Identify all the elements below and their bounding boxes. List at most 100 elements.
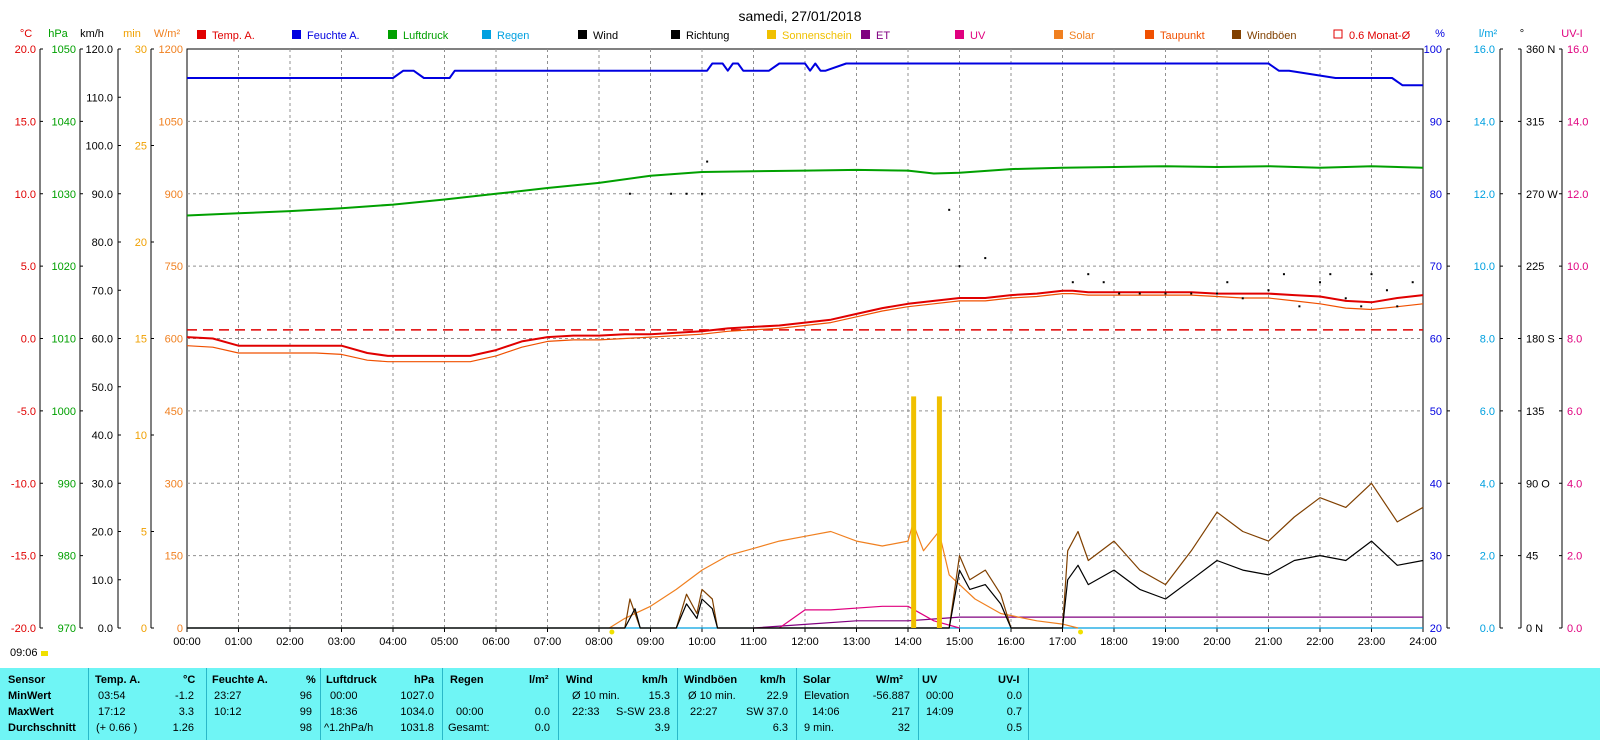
- header-wind: Wind: [566, 674, 593, 686]
- uv-line: [778, 605, 960, 629]
- uv-tick-label: 10.0: [1567, 261, 1588, 273]
- uv-tick-label: 0.0: [1567, 623, 1582, 635]
- sunshine-unit-label: min: [123, 28, 141, 40]
- header-gust-unit: km/h: [760, 674, 786, 686]
- time-tick-label: 22:00: [1306, 636, 1334, 648]
- solar-tick-label: 750: [165, 261, 183, 273]
- legend-label: Feuchte A.: [307, 30, 360, 42]
- humidity-tick-label: 100: [1424, 44, 1442, 56]
- time-tick-label: 23:00: [1358, 636, 1386, 648]
- max-uv-time: 14:09: [926, 706, 954, 718]
- max-solar-time: 14:06: [812, 706, 840, 718]
- direction-tick-label: 90 O: [1526, 478, 1550, 490]
- max-wind-time: 22:33: [572, 706, 600, 718]
- pressure-tick-label: 1030: [52, 189, 76, 201]
- pressure-tick-label: 1000: [52, 406, 76, 418]
- header-press-unit: hPa: [414, 674, 435, 686]
- legend-label: Temp. A.: [212, 30, 255, 42]
- avg-press-trend: ^1.2hPa/h: [324, 722, 374, 734]
- avg-hum-value: 98: [299, 722, 312, 734]
- temp-tick-label: 10.0: [15, 189, 36, 201]
- time-tick-label: 05:00: [431, 636, 459, 648]
- header-rain: Regen: [450, 674, 484, 686]
- direction-point: [1118, 292, 1121, 295]
- uv-unit-label: UV-I: [1561, 28, 1582, 40]
- time-tick-label: 07:00: [534, 636, 562, 648]
- max-gust-value: 37.0: [766, 706, 788, 718]
- direction-point: [1267, 289, 1270, 292]
- rain-tick-label: 2.0: [1480, 551, 1495, 563]
- chart-title: samedi, 27/01/2018: [739, 8, 862, 24]
- sunshine-total-marker: [41, 651, 48, 656]
- direction-point: [1329, 273, 1332, 276]
- sunshine-bar: [911, 396, 917, 628]
- direction-point: [1411, 281, 1414, 284]
- direction-tick-label: 225: [1526, 261, 1544, 273]
- pressure-tick-label: 980: [58, 551, 76, 563]
- humidity-tick-label: 80: [1430, 189, 1442, 201]
- direction-point: [628, 192, 631, 195]
- avg-rain-label: Gesamt:: [448, 722, 490, 734]
- legend-swatch: [1232, 30, 1241, 39]
- pressure-tick-label: 1020: [52, 261, 76, 273]
- avg-solar-value: 32: [897, 722, 910, 734]
- legend-swatch: [197, 30, 206, 39]
- sunshine-tick-label: 25: [135, 141, 147, 153]
- wind-tick-label: 90.0: [92, 189, 113, 201]
- time-tick-label: 04:00: [379, 636, 407, 648]
- max-wind-value: 23.8: [648, 706, 670, 718]
- direction-point: [948, 208, 951, 211]
- min-temp-value: -1.2: [175, 690, 194, 702]
- time-tick-label: 09:00: [637, 636, 665, 648]
- uv-tick-label: 2.0: [1567, 551, 1582, 563]
- direction-tick-label: 315: [1526, 116, 1544, 128]
- direction-point: [1190, 292, 1193, 295]
- direction-tick-label: 0 N: [1526, 623, 1543, 635]
- direction-point: [1396, 305, 1399, 308]
- uv-tick-label: 12.0: [1567, 189, 1588, 201]
- min-press-time: 00:00: [330, 690, 358, 702]
- row-label-avg: Durchschnitt: [8, 722, 76, 734]
- min-hum-time: 23:27: [214, 690, 242, 702]
- direction-point: [1216, 292, 1218, 295]
- weather-chart: 00:00 01:00 02:00 03:00 04:00 05:00 06:00 07:00…: [10, 8, 1588, 659]
- time-tick-label: 24:00: [1409, 636, 1437, 648]
- header-hum-unit: %: [306, 674, 316, 686]
- temp-tick-label: -5.0: [17, 406, 36, 418]
- direction-tick-label: 360 N: [1526, 44, 1555, 56]
- uv-tick-label: 8.0: [1567, 334, 1582, 346]
- temp-a-line: [186, 289, 1424, 357]
- min-uv-value: 0.0: [1006, 690, 1022, 702]
- max-gust-time: 22:27: [690, 706, 718, 718]
- min-wind-value: 15.3: [648, 690, 670, 702]
- legend-label: Regen: [497, 30, 529, 42]
- header-temp: Temp. A.: [95, 674, 141, 686]
- avg-wind-value: 3.9: [654, 722, 670, 734]
- direction-point: [1226, 281, 1229, 284]
- time-tick-label: 00:00: [173, 636, 201, 648]
- min-hum-value: 96: [299, 690, 312, 702]
- legend-swatch: [388, 30, 397, 39]
- wind-tick-label: 80.0: [92, 237, 113, 249]
- avg-rain-value: 0.0: [534, 722, 550, 734]
- rain-tick-label: 8.0: [1480, 334, 1495, 346]
- legend-label: Taupunkt: [1160, 30, 1205, 42]
- legend-label: Richtung: [686, 30, 729, 42]
- rain-tick-label: 6.0: [1480, 406, 1495, 418]
- max-rain-time: 00:00: [456, 706, 484, 718]
- legend-swatch: [482, 30, 491, 39]
- time-tick-label: 21:00: [1255, 636, 1283, 648]
- sun-marker: [609, 629, 615, 635]
- temp-unit-label: °C: [20, 28, 32, 40]
- solar-unit-label: W/m²: [154, 28, 181, 40]
- wind-tick-label: 0.0: [98, 623, 113, 635]
- max-wind-direction: S-SW: [616, 706, 645, 718]
- direction-point: [958, 265, 961, 268]
- legend-swatch: [1054, 30, 1063, 39]
- max-rain-value: 0.0: [534, 706, 550, 718]
- legend-label: Luftdruck: [403, 30, 449, 42]
- uv-tick-label: 4.0: [1567, 478, 1582, 490]
- avg-gust-value: 6.3: [772, 722, 788, 734]
- solar-tick-label: 600: [165, 334, 183, 346]
